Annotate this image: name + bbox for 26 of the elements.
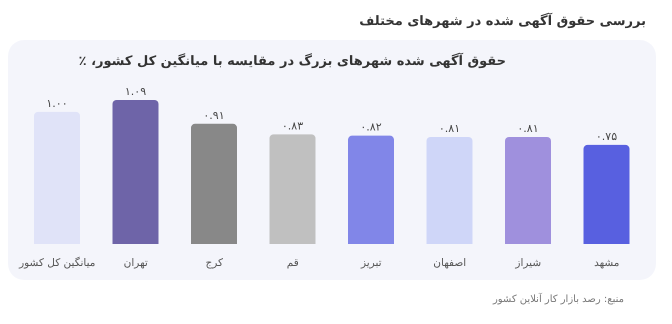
x-tick-label: قم (286, 257, 299, 269)
bar (426, 136, 472, 244)
data-label: ۰.۷۵ (596, 130, 618, 143)
data-label: ۰.۸۳ (282, 119, 304, 132)
bar (505, 136, 551, 244)
data-label: ۰.۸۲ (360, 120, 382, 134)
data-label: ۰.۸۱ (438, 122, 460, 135)
data-label: ۰.۸۱ (517, 122, 539, 135)
x-tick-label: مشهد (594, 257, 620, 269)
x-tick-label: کرج (205, 257, 224, 269)
x-tick-label: میانگین کل کشور (18, 256, 96, 269)
x-tick-label: تبریز (360, 257, 382, 269)
bar (584, 144, 630, 244)
x-tick-label: تهران (124, 257, 148, 269)
chart-title: بررسی حقوق آگهی شده در شهرهای مختلف (359, 14, 646, 29)
data-label: ۱.۰۰ (46, 96, 68, 110)
bar (191, 124, 237, 244)
bar (270, 134, 316, 244)
chart-subtitle: حقوق آگهی شده شهرهای بزرگ در مقایسه با میانگین کل کشور، ٪ (78, 54, 506, 69)
bar (112, 100, 158, 244)
x-tick-label: اصفهان (433, 257, 466, 269)
data-label: ۱.۰۹ (124, 85, 146, 98)
bar (348, 136, 394, 244)
x-tick-label: شیراز (514, 257, 542, 269)
text: منبع: رصد بازار کار آنلاین کشور (492, 294, 624, 305)
data-label: ۰.۹۱ (203, 108, 225, 122)
